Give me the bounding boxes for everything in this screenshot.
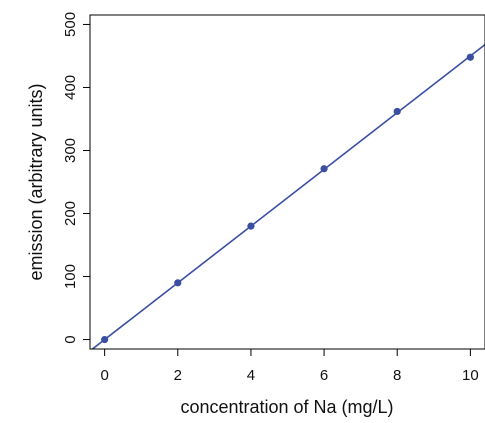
y-axis-ticks: 0 100 200 300 400 500 (62, 12, 90, 344)
data-point (247, 222, 255, 230)
x-tick-label: 6 (320, 367, 328, 384)
plot-frame (89, 14, 485, 350)
x-tick-label: 10 (462, 367, 479, 384)
data-point (466, 53, 474, 61)
data-point (174, 279, 182, 287)
data-point (320, 165, 328, 173)
y-tick-label: 0 (62, 335, 79, 343)
data-point (101, 335, 109, 344)
x-axis-ticks: 0 2 4 6 8 10 (100, 349, 479, 384)
x-axis-title: concentration of Na (mg/L) (180, 397, 393, 417)
data-point (393, 107, 401, 116)
x-tick-label: 0 (100, 367, 108, 384)
y-tick-label: 300 (62, 138, 79, 163)
x-tick-label: 4 (247, 367, 255, 384)
fit-line (91, 43, 485, 349)
plot-content (91, 43, 485, 349)
y-axis-title: emission (arbitrary units) (26, 83, 46, 280)
y-tick-label: 500 (62, 12, 79, 37)
y-tick-label: 100 (62, 264, 79, 289)
y-tick-label: 400 (62, 75, 79, 100)
x-tick-label: 2 (174, 367, 182, 384)
y-tick-label: 200 (62, 201, 79, 226)
x-tick-label: 8 (393, 367, 401, 384)
